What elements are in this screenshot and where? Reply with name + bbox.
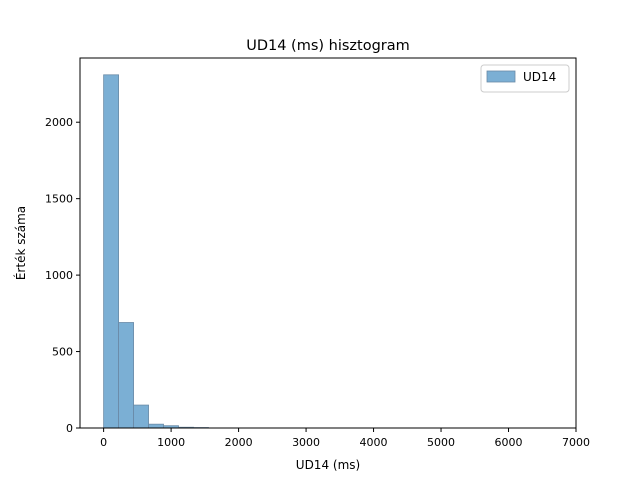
axes-frame [80, 58, 576, 428]
legend-label: UD14 [523, 70, 556, 84]
x-tick-label: 5000 [427, 436, 455, 449]
x-tick-label: 4000 [360, 436, 388, 449]
x-tick-label: 7000 [562, 436, 590, 449]
x-tick-label: 2000 [225, 436, 253, 449]
x-tick-label: 1000 [157, 436, 185, 449]
y-axis-label: Érték száma [13, 206, 28, 280]
histogram-bar [134, 405, 149, 428]
y-tick-label: 2000 [45, 116, 73, 129]
histogram-bar [149, 424, 164, 428]
y-axis-ticks: 0 500 1000 1500 2000 [45, 116, 80, 435]
histogram-bar [119, 323, 134, 428]
y-tick-label: 500 [52, 346, 73, 359]
x-axis-ticks: 0 1000 2000 3000 4000 5000 6000 7000 [100, 428, 590, 449]
x-tick-label: 0 [100, 436, 107, 449]
x-axis-label: UD14 (ms) [296, 458, 360, 472]
bars-group [104, 75, 209, 428]
y-tick-label: 0 [66, 422, 73, 435]
x-tick-label: 6000 [495, 436, 523, 449]
legend-swatch [487, 71, 515, 82]
y-tick-label: 1000 [45, 269, 73, 282]
histogram-bar [104, 75, 119, 428]
x-tick-label: 3000 [292, 436, 320, 449]
y-tick-label: 1500 [45, 193, 73, 206]
legend: UD14 [481, 65, 569, 92]
chart-title: UD14 (ms) hisztogram [246, 38, 410, 54]
